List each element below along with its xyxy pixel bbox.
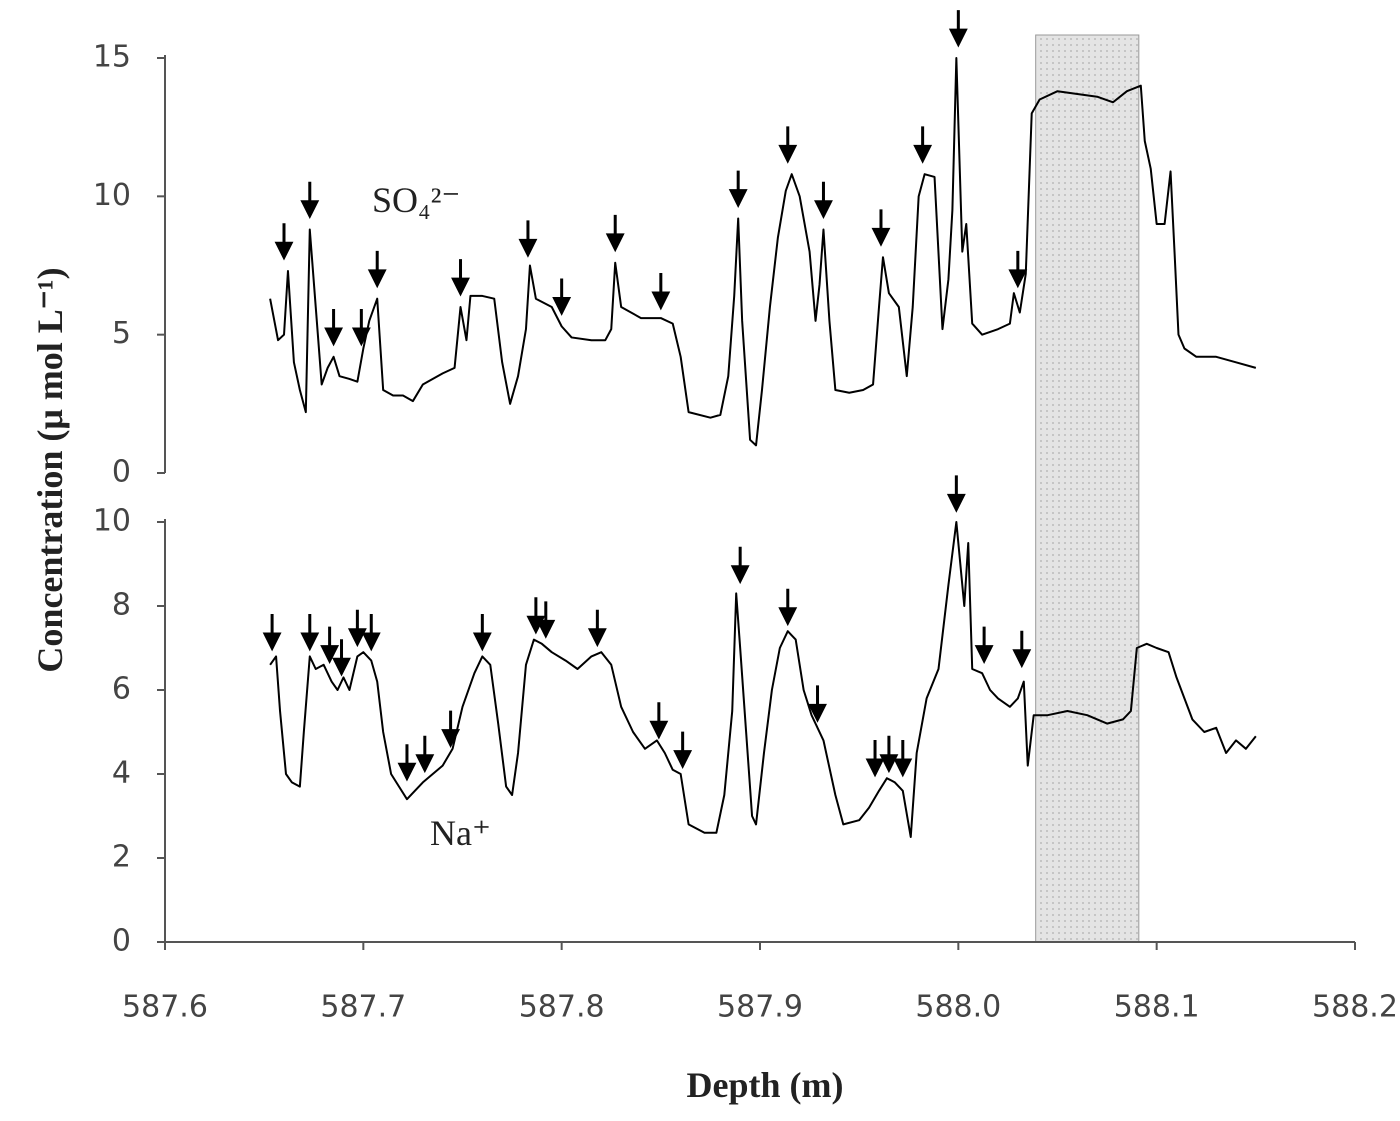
y-tick-label: 10 — [93, 178, 131, 213]
arrow — [1012, 630, 1032, 669]
arrow — [651, 273, 671, 311]
data-line — [269, 57, 1257, 447]
arrow — [552, 278, 572, 316]
arrow — [730, 546, 750, 585]
series-label: SO₄²⁻ — [372, 180, 460, 220]
arrow — [948, 10, 968, 48]
arrow — [814, 181, 833, 220]
y-tick-label: 10 — [93, 504, 131, 539]
arrow — [415, 735, 435, 774]
y-tick-label: 15 — [93, 40, 131, 75]
arrow — [587, 609, 607, 648]
y-tick-label: 0 — [112, 455, 131, 490]
arrow — [320, 626, 340, 664]
arrow — [913, 126, 933, 164]
y-tick-label: 6 — [112, 672, 131, 707]
x-axis-title: Depth (m) — [687, 1065, 844, 1105]
arrow — [778, 588, 798, 627]
arrow — [518, 220, 538, 258]
arrow — [472, 614, 492, 652]
x-tick-label: 588.1 — [1114, 990, 1200, 1025]
arrow — [347, 609, 367, 648]
arrow — [441, 710, 461, 748]
arrow — [397, 744, 417, 782]
arrow — [865, 740, 885, 778]
y-axis-title: Concentration (μ mol L⁻¹) — [30, 267, 70, 672]
arrow — [536, 601, 556, 639]
arrow — [808, 685, 827, 723]
arrow — [300, 614, 320, 652]
arrow — [361, 614, 381, 652]
arrow — [893, 740, 913, 778]
y-tick-label: 8 — [112, 588, 131, 623]
arrow — [974, 626, 994, 664]
x-tick-label: 588.0 — [915, 990, 1001, 1025]
arrow — [649, 702, 669, 740]
series-label: Na⁺ — [430, 813, 491, 853]
x-tick-label: 588.2 — [1312, 990, 1398, 1025]
arrow — [274, 223, 294, 261]
arrow — [300, 181, 320, 220]
x-tick-label: 587.6 — [122, 990, 208, 1025]
data-line — [269, 521, 1257, 838]
y-tick-label: 0 — [112, 924, 131, 959]
x-tick-label: 587.9 — [717, 990, 803, 1025]
arrow — [324, 308, 344, 347]
arrow — [332, 639, 351, 677]
x-tick-label: 587.7 — [320, 990, 406, 1025]
arrow — [946, 475, 966, 513]
arrow — [879, 735, 899, 774]
arrow — [351, 308, 371, 347]
arrow — [1008, 250, 1028, 289]
x-tick-label: 587.8 — [519, 990, 605, 1025]
arrow — [778, 126, 798, 164]
arrow — [367, 250, 387, 289]
arrow — [871, 209, 891, 247]
arrow — [262, 614, 282, 652]
arrow — [728, 170, 748, 208]
arrow — [451, 259, 470, 297]
arrow — [673, 731, 693, 769]
y-tick-label: 4 — [112, 756, 131, 791]
shaded-region — [1035, 34, 1140, 943]
arrow — [605, 214, 625, 253]
y-tick-label: 2 — [112, 840, 131, 875]
y-tick-label: 5 — [112, 316, 131, 351]
